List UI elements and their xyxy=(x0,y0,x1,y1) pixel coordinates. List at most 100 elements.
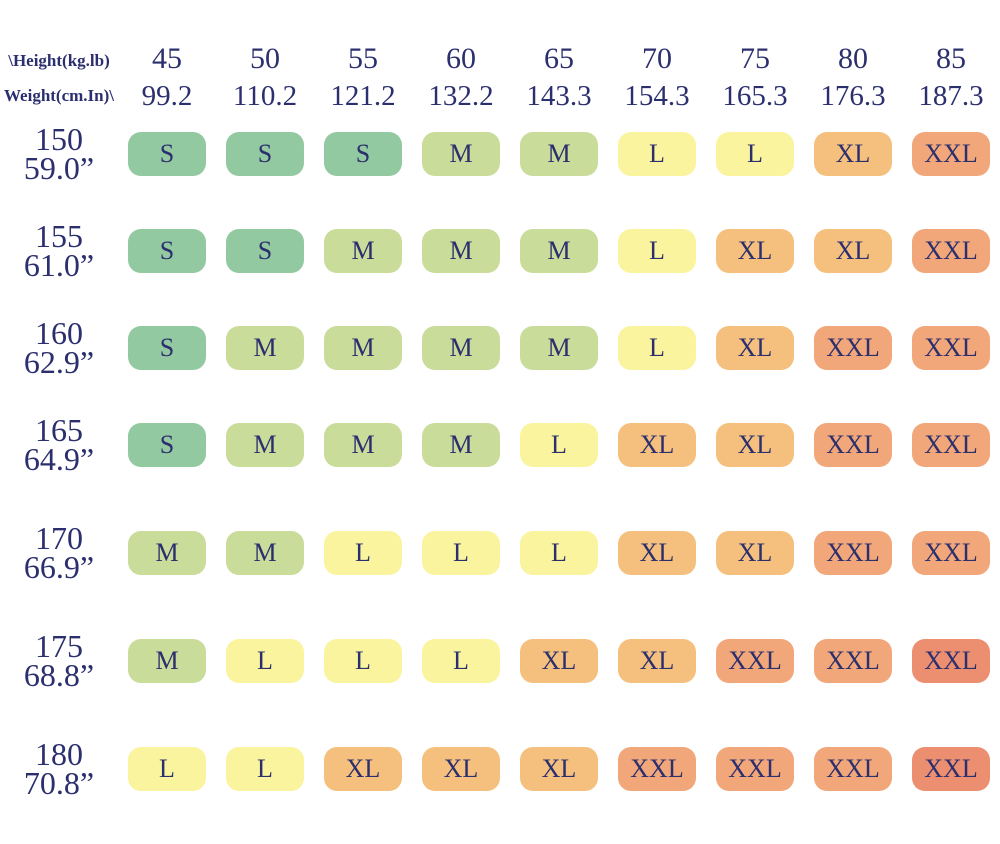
size-badge: M xyxy=(520,132,598,176)
size-badge: L xyxy=(324,639,402,683)
size-badge: S xyxy=(128,423,206,467)
col-header-lb: 110.2 xyxy=(232,80,298,112)
size-badge: XXL xyxy=(912,747,990,791)
size-badge: XL xyxy=(716,423,794,467)
size-badge: XL xyxy=(618,531,696,575)
size-badge: XXL xyxy=(912,132,990,176)
col-header-kg: 45 xyxy=(152,42,182,75)
size-badge: M xyxy=(422,229,500,273)
col-header-lb: 187.3 xyxy=(918,80,984,112)
row-header-height: 150 59.0” xyxy=(0,121,118,186)
col-header-lb: 154.3 xyxy=(624,80,690,112)
size-badge: XL xyxy=(716,229,794,273)
size-badge: S xyxy=(226,132,304,176)
height-cm: 160 xyxy=(35,315,83,351)
height-inch: 59.0” xyxy=(23,150,95,186)
col-header-lb: 132.2 xyxy=(428,80,494,112)
size-badge: L xyxy=(520,423,598,467)
size-badge: XXL xyxy=(912,423,990,467)
size-badge: XXL xyxy=(814,326,892,370)
size-badge: XL xyxy=(716,326,794,370)
height-cm: 180 xyxy=(35,736,83,772)
size-badge: XL xyxy=(324,747,402,791)
table-row: 175 68.8” M L L L XL XL XXL XXL XXL xyxy=(0,630,1000,691)
size-badge: M xyxy=(520,229,598,273)
header-row-kg: \Height(kg.lb) 45 50 55 60 65 70 75 80 85 xyxy=(0,0,1000,74)
size-badge: M xyxy=(226,423,304,467)
size-badge: L xyxy=(422,639,500,683)
size-badge: XL xyxy=(814,132,892,176)
height-inch: 66.9” xyxy=(23,549,95,585)
col-header-lb: 143.3 xyxy=(526,80,592,112)
size-badge: M xyxy=(520,326,598,370)
size-badge: M xyxy=(324,229,402,273)
row-header-height: 180 70.8” xyxy=(0,736,118,801)
row-header-height: 165 64.9” xyxy=(0,412,118,477)
height-inch: 70.8” xyxy=(23,765,95,801)
col-header-kg: 60 xyxy=(446,42,476,75)
size-badge: XXL xyxy=(912,326,990,370)
size-badge: L xyxy=(520,531,598,575)
table-row: 165 64.9” S M M M L XL XL XXL XXL xyxy=(0,414,1000,475)
size-badge: L xyxy=(128,747,206,791)
size-rows: 150 59.0” S S S M M L L XL XXL 155 61.0” S S M M M L XL XL XX… xyxy=(0,121,1000,799)
col-header-kg: 70 xyxy=(642,42,672,75)
row-header-height: 170 66.9” xyxy=(0,520,118,585)
size-badge: S xyxy=(324,132,402,176)
size-badge: M xyxy=(226,531,304,575)
size-badge: XXL xyxy=(912,639,990,683)
size-badge: XXL xyxy=(716,747,794,791)
col-header-kg: 75 xyxy=(740,42,770,75)
size-badge: XXL xyxy=(912,531,990,575)
col-header-lb: 176.3 xyxy=(820,80,886,112)
size-badge: M xyxy=(128,639,206,683)
size-badge: L xyxy=(618,132,696,176)
size-badge: L xyxy=(716,132,794,176)
table-row: 155 61.0” S S M M M L XL XL XXL xyxy=(0,220,1000,281)
col-header-kg: 85 xyxy=(936,42,966,75)
col-header-kg: 50 xyxy=(250,42,280,75)
size-badge: L xyxy=(618,229,696,273)
size-badge: L xyxy=(324,531,402,575)
size-badge: XL xyxy=(520,639,598,683)
size-badge: L xyxy=(422,531,500,575)
header-row-lb: Weight(cm.In)\ 99.2 110.2 121.2 132.2 143.3 1… xyxy=(0,82,1000,111)
height-inch: 64.9” xyxy=(23,441,95,477)
height-inch: 61.0” xyxy=(23,247,95,283)
col-header-lb: 121.2 xyxy=(330,80,396,112)
weight-axis-label: Weight(cm.In)\ xyxy=(3,86,115,106)
size-badge: XL xyxy=(618,423,696,467)
size-badge: M xyxy=(226,326,304,370)
col-header-kg: 55 xyxy=(348,42,378,75)
height-cm: 170 xyxy=(35,520,83,556)
size-badge: M xyxy=(422,423,500,467)
height-axis-label: \Height(kg.lb) xyxy=(8,51,110,71)
size-badge: XXL xyxy=(716,639,794,683)
size-badge: XL xyxy=(422,747,500,791)
size-badge: XL xyxy=(814,229,892,273)
table-row: 160 62.9” S M M M M L XL XXL XXL xyxy=(0,317,1000,378)
height-inch: 68.8” xyxy=(23,657,95,693)
size-badge: XXL xyxy=(814,747,892,791)
table-row: 180 70.8” L L XL XL XL XXL XXL XXL XXL xyxy=(0,738,1000,799)
col-header-kg: 65 xyxy=(544,42,574,75)
size-badge: S xyxy=(226,229,304,273)
col-header-kg: 80 xyxy=(838,42,868,75)
row-header-height: 175 68.8” xyxy=(0,630,118,693)
col-header-lb: 99.2 xyxy=(141,80,193,112)
size-badge: M xyxy=(128,531,206,575)
size-badge: XXL xyxy=(618,747,696,791)
size-badge: M xyxy=(422,132,500,176)
size-badge: S xyxy=(128,132,206,176)
size-badge: XXL xyxy=(814,423,892,467)
size-badge: S xyxy=(128,229,206,273)
size-badge: L xyxy=(618,326,696,370)
height-cm: 165 xyxy=(35,412,83,448)
row-header-height: 155 61.0” xyxy=(0,220,118,283)
row-header-height: 160 62.9” xyxy=(0,315,118,378)
size-badge: L xyxy=(226,747,304,791)
size-badge: XL xyxy=(520,747,598,791)
height-cm: 150 xyxy=(35,121,83,157)
size-badge: XL xyxy=(618,639,696,683)
